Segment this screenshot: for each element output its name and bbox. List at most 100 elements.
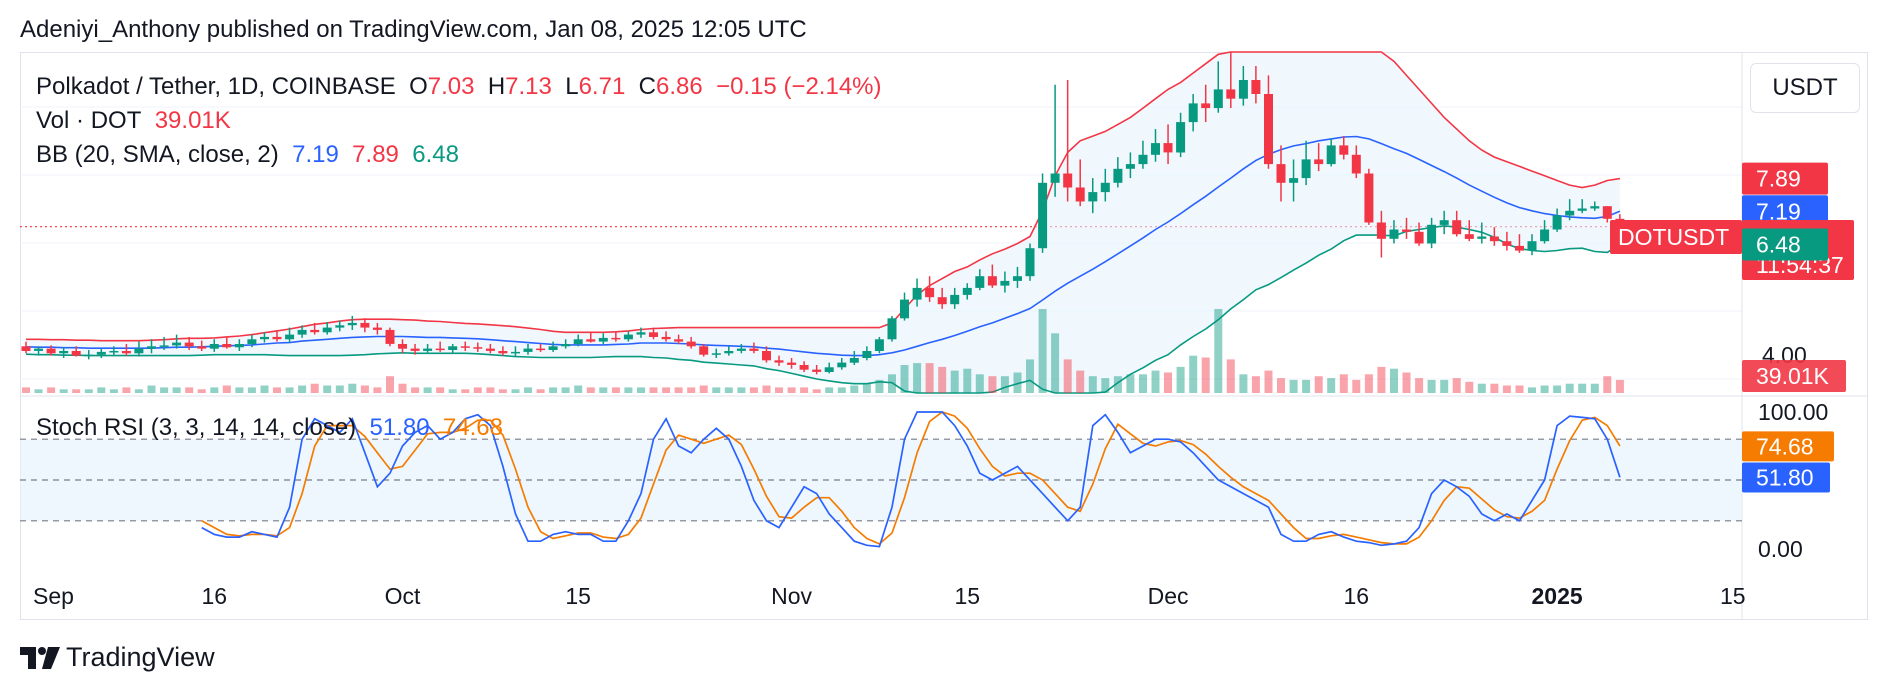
- volume-bar: [875, 379, 884, 393]
- badge-stoch-d: 74.68: [1756, 433, 1814, 459]
- candle-body: [787, 362, 797, 365]
- candle-body: [372, 327, 382, 330]
- candle-body: [310, 329, 320, 333]
- candle-body: [121, 351, 131, 354]
- stoch-rsi-pane: [20, 411, 1742, 548]
- candle-body: [975, 276, 985, 288]
- volume-bar: [1364, 374, 1373, 393]
- legend-stoch-d: 74.68: [442, 414, 503, 441]
- candle-body: [473, 347, 483, 349]
- candle-body: [485, 348, 495, 351]
- volume-bar: [674, 387, 683, 393]
- tradingview-logo[interactable]: TradingView: [20, 642, 215, 673]
- candle-body: [937, 297, 947, 305]
- badge-symbol-tag: DOTUSDT: [1618, 224, 1729, 250]
- volume-bar: [1502, 385, 1511, 393]
- candle-body: [1552, 215, 1562, 230]
- volume-bar: [888, 374, 896, 393]
- candle-body: [749, 348, 759, 351]
- volume-bar: [210, 387, 219, 393]
- volume-bar: [1339, 374, 1348, 393]
- volume-bar: [386, 376, 394, 393]
- candle-body: [1452, 220, 1462, 235]
- candle-body: [360, 322, 370, 328]
- legend-volume-label[interactable]: Vol · DOT: [36, 107, 142, 134]
- candle-body: [1464, 234, 1474, 239]
- candle-body: [297, 329, 307, 335]
- volume-bar: [1615, 379, 1624, 393]
- volume-bar: [1528, 387, 1536, 393]
- candle-body: [385, 329, 395, 344]
- stoch-axis-tick-100: 100.00: [1758, 399, 1828, 425]
- candle-body: [887, 318, 897, 340]
- volume-bar: [800, 387, 809, 393]
- candle-body: [1502, 241, 1512, 246]
- legend-bb-label[interactable]: BB (20, SMA, close, 2): [36, 141, 279, 168]
- volume-bar: [1063, 359, 1072, 393]
- volume-bar: [1151, 370, 1160, 393]
- volume-bar: [1490, 383, 1499, 393]
- volume-bar: [1377, 366, 1386, 393]
- volume-bar: [574, 385, 583, 393]
- volume-bar: [1465, 381, 1474, 393]
- volume-bar: [963, 368, 972, 393]
- volume-bar: [1164, 372, 1172, 393]
- badge-stoch-d-bg: [1742, 431, 1834, 462]
- legend-volume-value: 39.01K: [154, 107, 231, 134]
- candle-body: [1264, 94, 1273, 165]
- badge-stoch-k: 51.80: [1756, 465, 1814, 491]
- candle-body: [46, 348, 56, 354]
- candle-body: [925, 287, 935, 298]
- candle-body: [1138, 154, 1148, 165]
- candle-body: [398, 344, 407, 349]
- candle-body: [1389, 229, 1399, 239]
- legend-stoch-label[interactable]: Stoch RSI (3, 3, 14, 14, close): [36, 414, 357, 441]
- volume-bar: [1302, 379, 1311, 393]
- candle-body: [159, 345, 169, 347]
- volume-bar: [775, 387, 783, 393]
- candle-body: [1602, 206, 1612, 219]
- volume-bar: [812, 389, 821, 393]
- volume-bar: [235, 387, 244, 393]
- volume-bar: [134, 389, 143, 393]
- volume-bar: [1289, 379, 1298, 393]
- volume-bar: [486, 387, 495, 393]
- volume-bar: [1415, 378, 1424, 393]
- candle-body: [1527, 241, 1537, 251]
- candle-body: [900, 299, 909, 319]
- candle-body: [1251, 80, 1261, 94]
- candle-body: [1565, 210, 1575, 216]
- time-axis-label: Sep: [33, 583, 74, 609]
- volume-bar: [749, 387, 758, 393]
- volume-bar: [611, 387, 620, 393]
- volume-bar: [298, 385, 307, 393]
- candle-body: [1013, 276, 1022, 281]
- volume-bar: [549, 387, 558, 393]
- volume-bar: [1540, 385, 1549, 393]
- volume-bar: [762, 385, 771, 393]
- volume-bar: [473, 387, 482, 393]
- candle-body: [962, 287, 972, 295]
- candle-body: [824, 367, 834, 372]
- candle-body: [322, 327, 332, 333]
- legend-low-label: L: [565, 73, 579, 100]
- volume-bar: [1051, 333, 1060, 393]
- volume-bar: [975, 374, 984, 393]
- volume-bar: [247, 387, 256, 393]
- legend-stoch-k: 51.80: [369, 414, 430, 441]
- volume-bar: [360, 385, 369, 393]
- candle-body: [423, 348, 433, 351]
- chart-frame[interactable]: [20, 52, 1868, 620]
- volume-bar: [285, 387, 294, 393]
- candle-body: [1125, 164, 1135, 169]
- volume-bar: [900, 365, 909, 393]
- quote-currency-button[interactable]: USDT: [1750, 63, 1860, 113]
- volume-bar: [1264, 370, 1273, 393]
- legend-symbol[interactable]: Polkadot / Tether, 1D, COINBASE: [36, 73, 396, 100]
- volume-bar: [97, 387, 106, 393]
- volume-bar: [1026, 359, 1034, 393]
- publisher-attribution: Adeniyi_Anthony published on TradingView…: [20, 16, 807, 43]
- volume-bar: [1314, 376, 1323, 393]
- candle-body: [1088, 192, 1098, 202]
